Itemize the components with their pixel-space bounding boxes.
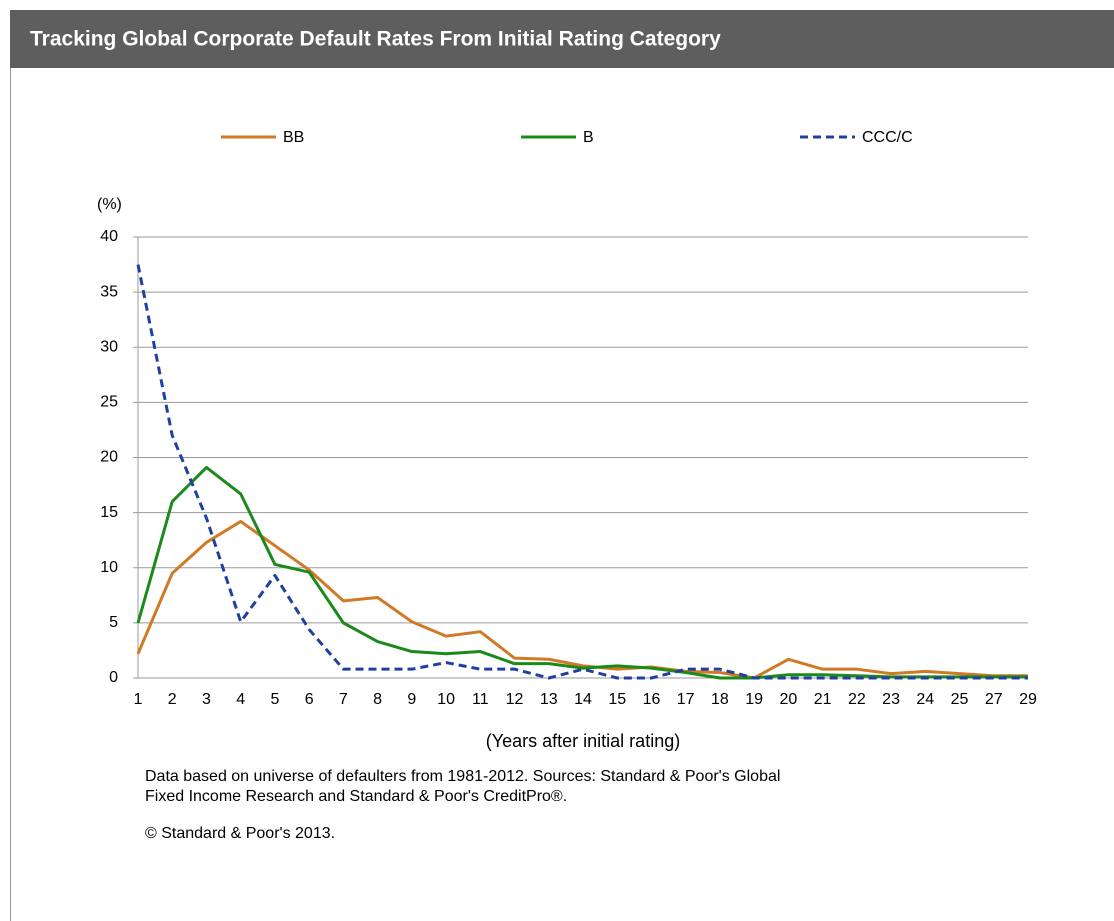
x-tick-label: 19 [745, 691, 763, 708]
x-tick-label: 13 [540, 691, 558, 708]
x-tick-label: 20 [779, 691, 797, 708]
x-tick-label: 2 [168, 691, 177, 708]
x-tick-label: 12 [506, 691, 524, 708]
legend-label: BB [283, 129, 304, 146]
legend-label: B [583, 129, 594, 146]
x-tick-label: 16 [643, 691, 661, 708]
x-tick-label: 11 [472, 691, 489, 708]
x-tick-label: 9 [407, 691, 416, 708]
x-tick-label: 29 [1019, 691, 1037, 708]
x-tick-label: 21 [814, 691, 832, 708]
x-tick-label: 22 [848, 691, 866, 708]
header [10, 10, 1114, 68]
x-tick-label: 23 [882, 691, 900, 708]
x-tick-label: 25 [951, 691, 969, 708]
y-axis-label: (%) [97, 196, 122, 213]
note: Fixed Income Research and Standard & Poo… [145, 788, 567, 805]
x-tick-label: 7 [339, 691, 348, 708]
y-tick-label: 5 [109, 614, 118, 631]
y-tick-label: 35 [100, 283, 118, 300]
series-line [136, 465, 1028, 680]
x-tick-label: 3 [202, 691, 211, 708]
x-tick-label: 27 [985, 691, 1003, 708]
y-tick-label: 15 [100, 504, 118, 521]
y-tick-label: 0 [109, 669, 118, 686]
copyright: © Standard & Poor's 2013. [145, 825, 335, 842]
x-tick-label: 18 [711, 691, 729, 708]
chart-title: Tracking Global Corporate Default Rates … [30, 28, 721, 51]
series-line [136, 519, 1028, 680]
y-tick-label: 30 [100, 338, 118, 355]
x-tick-label: 4 [236, 691, 245, 708]
x-tick-label: 6 [305, 691, 314, 708]
x-tick-label: 10 [437, 691, 455, 708]
y-tick-label: 10 [100, 559, 118, 576]
x-axis-label: (Years after initial rating) [486, 731, 680, 751]
x-tick-label: 14 [574, 691, 592, 708]
x-tick-label: 8 [373, 691, 382, 708]
y-tick-label: 25 [100, 394, 118, 411]
y-tick-label: 20 [100, 449, 118, 466]
panel [10, 10, 1114, 921]
note: Data based on universe of defaulters fro… [145, 768, 780, 785]
legend-label: CCC/C [862, 129, 913, 146]
x-tick-label: 24 [916, 691, 934, 708]
x-tick-label: 17 [677, 691, 695, 708]
y-tick-label: 40 [100, 228, 118, 245]
x-tick-label: 15 [608, 691, 626, 708]
x-tick-label: 5 [270, 691, 279, 708]
x-tick-label: 1 [134, 691, 143, 708]
